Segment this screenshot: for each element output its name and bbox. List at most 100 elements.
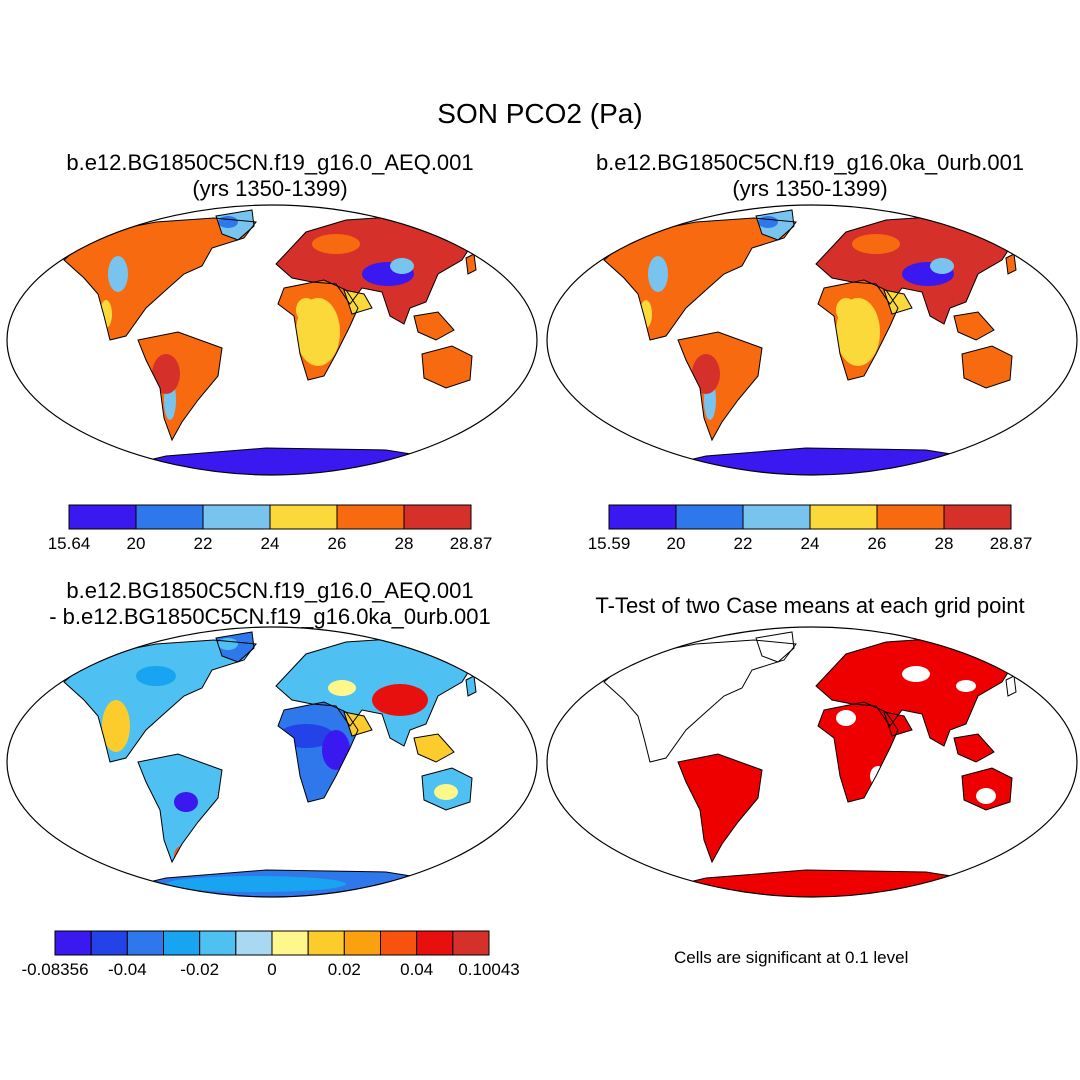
- panel3-title: b.e12.BG1850C5CN.f19_g16.0_AEQ.001 - b.e…: [49, 578, 491, 629]
- coast-southamerica: [137, 753, 223, 864]
- field-cell-2: [648, 256, 668, 292]
- colorbar-box-5: [235, 930, 273, 956]
- field-cell-2: [108, 256, 128, 292]
- field-cell-11: [176, 454, 316, 470]
- colorbar-box-0: [68, 504, 137, 530]
- coast-greenland: [215, 209, 255, 241]
- coast-africa: [277, 701, 359, 803]
- insignificant-cell-1: [836, 710, 856, 726]
- coast-seasia: [953, 311, 995, 341]
- colorbar-box-1: [90, 930, 128, 956]
- coast-japan: [465, 675, 477, 697]
- land-japan: [466, 676, 476, 696]
- colorbar-panel-1: [68, 504, 472, 530]
- field-cell-1: [390, 258, 414, 274]
- coast-africa: [817, 701, 899, 803]
- colorbar-box-2: [202, 504, 271, 530]
- coast-northamerica: [63, 217, 257, 341]
- land-australia: [962, 346, 1012, 388]
- map-border: [546, 626, 1078, 898]
- field-cell-1: [930, 258, 954, 274]
- field-cell-10: [692, 354, 720, 394]
- field-cell-9: [136, 666, 176, 686]
- coast-southamerica: [677, 753, 763, 864]
- coast-arabia: [883, 711, 913, 737]
- colorbar-box-6: [271, 930, 309, 956]
- field-cell-6: [836, 298, 856, 322]
- colorbar-box-4: [199, 930, 237, 956]
- coast-seasia: [413, 311, 455, 341]
- colorbar-label-1: 20: [126, 534, 146, 553]
- field-cell-7: [312, 234, 360, 254]
- coast-africa: [277, 279, 359, 381]
- colorbar-label-6: 28.87: [449, 534, 493, 553]
- colorbar-label-1: 20: [666, 534, 686, 553]
- field-cell-10: [152, 354, 180, 394]
- map-panel-2: [546, 204, 1078, 476]
- coast-africa: [817, 279, 899, 381]
- coast-japan: [465, 253, 477, 275]
- field-cell-2: [322, 730, 350, 770]
- coast-greenland: [755, 209, 795, 241]
- field-cell-11: [166, 876, 346, 892]
- insignificant-cell-4: [976, 788, 996, 804]
- colorbar-label-3: 24: [260, 534, 280, 553]
- colorbar-panel-3: [54, 930, 490, 956]
- coast-northamerica: [603, 217, 797, 341]
- colorbar-box-0: [608, 504, 677, 530]
- colorbar-label-2: 22: [193, 534, 213, 553]
- coast-australia: [961, 345, 1013, 389]
- coast-seasia: [413, 733, 455, 763]
- colorbar-label-6: 0.10043: [458, 960, 520, 979]
- colorbar-box-4: [336, 504, 405, 530]
- colorbar-box-2: [742, 504, 811, 530]
- coast-arabia: [883, 289, 913, 315]
- field-cell-8: [218, 216, 238, 228]
- colorbar-box-8: [343, 930, 382, 956]
- colorbar-label-4: 26: [867, 534, 887, 553]
- insignificant-cell-5: [956, 680, 976, 692]
- colorbar-label-0: 15.59: [587, 534, 631, 553]
- map-panel-1: [6, 204, 538, 476]
- insignificant-cell-0: [902, 666, 930, 682]
- land-australia: [422, 346, 472, 388]
- colorbar-box-11: [452, 930, 490, 956]
- colorbar-label-3: 24: [800, 534, 820, 553]
- panel2-title: b.e12.BG1850C5CN.f19_g16.0ka_0urb.001 (y…: [595, 150, 1025, 201]
- field-cell-11: [716, 454, 856, 470]
- colorbar-box-2: [126, 930, 165, 956]
- colorbar-label-4: 26: [327, 534, 347, 553]
- colorbar-box-4: [876, 504, 945, 530]
- colorbar-box-3: [269, 504, 338, 530]
- map-border: [546, 204, 1078, 476]
- coast-seasia: [953, 733, 995, 763]
- map-border: [6, 204, 538, 476]
- coast-australia: [961, 767, 1013, 811]
- field-cell-7: [218, 638, 238, 650]
- colorbar-label-2: -0.02: [180, 960, 220, 979]
- coast-arabia: [343, 289, 373, 315]
- field-cell-8: [758, 216, 778, 228]
- colorbar-box-7: [307, 930, 345, 956]
- colorbar-label-3: 0: [267, 960, 277, 979]
- colorbar-label-5: 28: [934, 534, 954, 553]
- field-cell-3: [328, 680, 356, 696]
- colorbar-panel-2: [608, 504, 1012, 530]
- colorbar-label-5: 28: [394, 534, 414, 553]
- coast-arabia: [343, 711, 373, 737]
- coast-australia: [421, 767, 473, 811]
- colorbar-box-1: [675, 504, 744, 530]
- map-panel-3: [6, 626, 538, 898]
- map-panel-4: [546, 626, 1078, 898]
- land-northamerica: [64, 218, 256, 340]
- coast-southamerica: [677, 331, 763, 442]
- colorbar-box-3: [163, 930, 201, 956]
- colorbar-box-5: [403, 504, 472, 530]
- colorbar-box-5: [943, 504, 1012, 530]
- coast-japan: [1005, 253, 1017, 275]
- significance-note: Cells are significant at 0.1 level: [674, 948, 909, 967]
- panel4-title: T-Test of two Case means at each grid po…: [595, 593, 1025, 618]
- field-cell-10: [434, 784, 458, 800]
- land-southamerica: [678, 754, 762, 862]
- coast-southamerica: [137, 331, 223, 442]
